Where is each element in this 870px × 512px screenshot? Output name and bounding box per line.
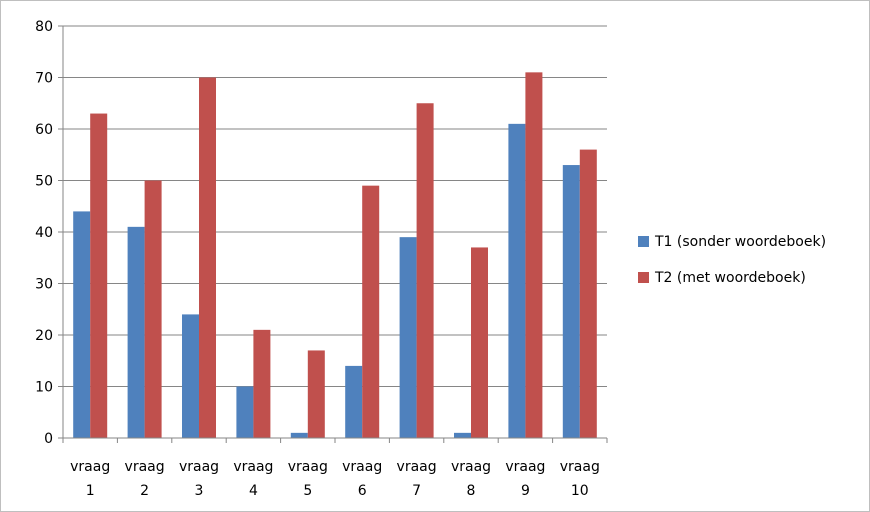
y-tick-label: 20	[35, 328, 53, 344]
y-tick-label: 50	[35, 174, 53, 190]
bar-t2-3	[199, 77, 216, 438]
x-tick-label: 10	[571, 483, 589, 499]
x-tick-label: 8	[467, 483, 476, 499]
bar-t2-9	[525, 72, 543, 438]
bar-t1-8	[454, 432, 471, 438]
y-tick-labels: 0 10 20 30 40 50 60 70 80	[35, 19, 53, 447]
x-tick-labels: vraag 1 vraag 2 vraag 3 vraag 4 vraag 5 vraag 6 vraa…	[70, 459, 600, 499]
bar-t1-6	[345, 365, 363, 438]
y-tick-label: 70	[35, 71, 53, 87]
bar-t1-7	[399, 237, 417, 438]
y-tick-label: 40	[35, 225, 53, 241]
x-tick-label: vraag	[397, 459, 437, 475]
x-tick-label: vraag	[288, 459, 328, 475]
bar-t1-5	[290, 432, 308, 438]
bar-t2-4	[253, 329, 271, 438]
axes	[58, 25, 608, 443]
legend-label-2: T2 (met woordeboek)	[654, 270, 806, 286]
bar-t1-10	[562, 165, 580, 439]
legend: T1 (sonder woordeboek) T2 (met woordeboek…	[638, 234, 826, 286]
y-tick-label: 60	[35, 122, 53, 138]
y-tick-label: 0	[44, 431, 53, 447]
legend-swatch-2	[638, 272, 649, 283]
y-tick-label: 10	[35, 380, 53, 396]
bar-t2-5	[307, 350, 325, 438]
legend-label-1: T1 (sonder woordeboek)	[654, 234, 826, 250]
x-tick-label: 9	[521, 483, 530, 499]
x-tick-label: 1	[86, 483, 95, 499]
x-tick-label: vraag	[179, 459, 219, 475]
bar-t1-2	[127, 226, 145, 438]
x-tick-label: 6	[358, 483, 367, 499]
bar-t1-3	[182, 314, 199, 438]
x-tick-label: vraag	[233, 459, 273, 475]
x-tick-label: vraag	[560, 459, 600, 475]
x-tick-label: 3	[195, 483, 204, 499]
bar-t2-7	[416, 103, 434, 438]
bar-t2-2	[144, 180, 162, 438]
y-tick-label: 30	[35, 277, 53, 293]
legend-swatch-1	[638, 236, 649, 247]
x-tick-label: 7	[412, 483, 421, 499]
bar-t2-10	[579, 149, 597, 438]
x-tick-label: 5	[303, 483, 312, 499]
x-tick-label: 2	[140, 483, 149, 499]
x-tick-label: vraag	[451, 459, 491, 475]
bar-t1-1	[73, 211, 91, 438]
bar-t2-1	[90, 113, 108, 439]
x-tick-label: 4	[249, 483, 258, 499]
bar-t1-9	[508, 123, 526, 438]
bar-t2-8	[471, 247, 488, 438]
x-tick-label: vraag	[70, 459, 110, 475]
x-tick-label: vraag	[505, 459, 545, 475]
bar-t2-6	[362, 185, 380, 438]
bar-t1-4	[236, 386, 254, 438]
y-tick-label: 80	[35, 19, 53, 35]
bars	[73, 72, 597, 439]
x-tick-label: vraag	[342, 459, 382, 475]
x-tick-label: vraag	[125, 459, 165, 475]
